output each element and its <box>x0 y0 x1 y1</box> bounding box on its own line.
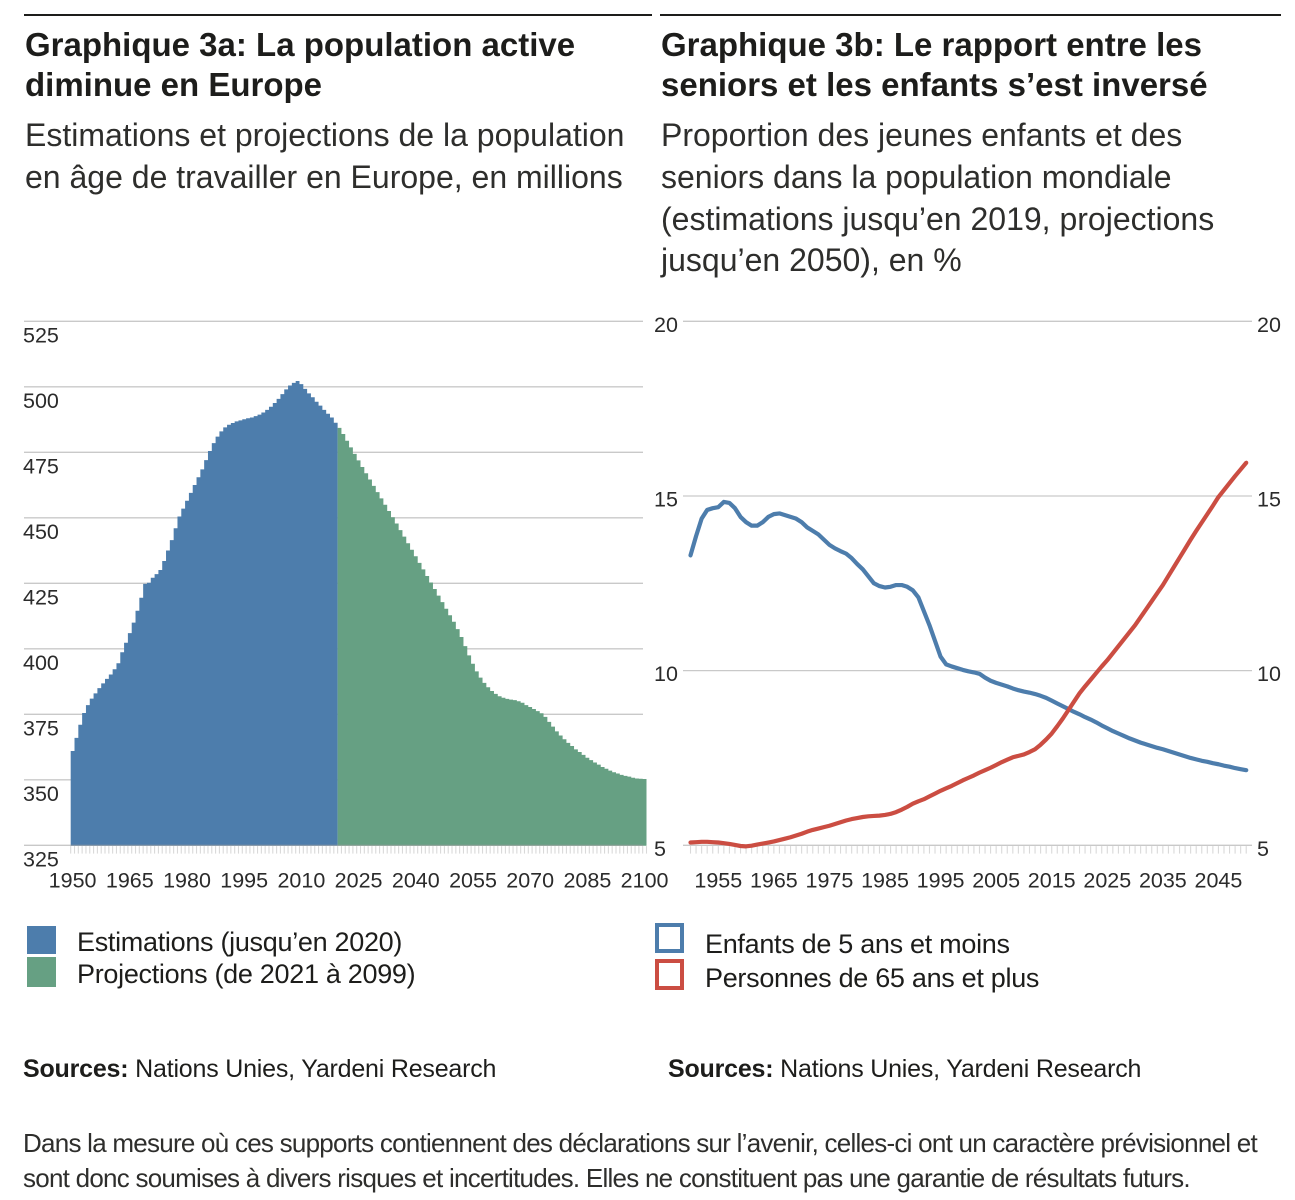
svg-text:1955: 1955 <box>694 869 742 893</box>
svg-text:2015: 2015 <box>1028 869 1076 893</box>
svg-text:1980: 1980 <box>163 869 211 893</box>
svg-text:475: 475 <box>23 454 59 478</box>
svg-text:425: 425 <box>23 585 59 609</box>
svg-text:1995: 1995 <box>220 869 268 893</box>
svg-text:2070: 2070 <box>506 869 554 893</box>
svg-text:2040: 2040 <box>392 869 440 893</box>
svg-text:1950: 1950 <box>49 869 97 893</box>
svg-text:10: 10 <box>1257 662 1281 686</box>
svg-text:375: 375 <box>23 716 59 740</box>
svg-text:15: 15 <box>654 487 678 511</box>
svg-text:2045: 2045 <box>1195 869 1243 893</box>
svg-text:2055: 2055 <box>449 869 497 893</box>
svg-text:2025: 2025 <box>1083 869 1131 893</box>
svg-text:1975: 1975 <box>806 869 854 893</box>
svg-text:2005: 2005 <box>972 869 1020 893</box>
svg-text:450: 450 <box>23 520 59 544</box>
svg-text:350: 350 <box>23 782 59 806</box>
svg-text:10: 10 <box>654 662 678 686</box>
svg-text:20: 20 <box>654 313 678 337</box>
svg-text:5: 5 <box>1257 837 1269 861</box>
svg-text:2025: 2025 <box>335 869 383 893</box>
svg-text:1965: 1965 <box>106 869 154 893</box>
svg-text:15: 15 <box>1257 487 1281 511</box>
svg-text:20: 20 <box>1257 313 1281 337</box>
svg-text:1965: 1965 <box>750 869 798 893</box>
svg-text:2010: 2010 <box>277 869 325 893</box>
svg-text:2035: 2035 <box>1139 869 1187 893</box>
svg-text:2100: 2100 <box>621 869 669 893</box>
svg-text:500: 500 <box>23 389 59 413</box>
svg-text:5: 5 <box>654 837 666 861</box>
svg-text:400: 400 <box>23 651 59 675</box>
svg-text:2085: 2085 <box>563 869 611 893</box>
svg-text:1995: 1995 <box>917 869 965 893</box>
svg-text:1985: 1985 <box>861 869 909 893</box>
svg-text:525: 525 <box>23 323 59 347</box>
svg-text:325: 325 <box>23 847 59 871</box>
